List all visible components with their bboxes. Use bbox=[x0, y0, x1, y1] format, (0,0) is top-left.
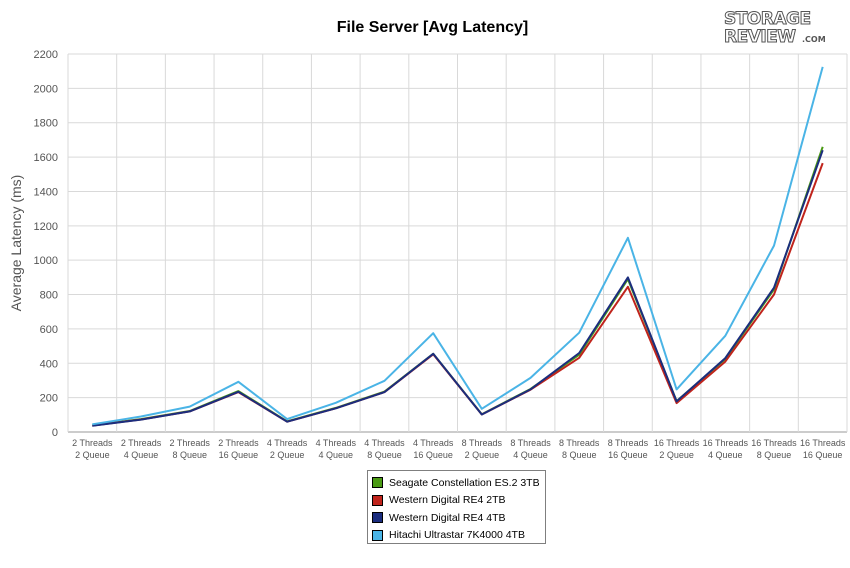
y-tick-label: 200 bbox=[40, 393, 58, 405]
x-tick-label-queue: 4 Queue bbox=[124, 450, 159, 460]
legend-swatch bbox=[372, 494, 383, 506]
legend-swatch bbox=[372, 477, 383, 489]
x-tick-label-queue: 8 Queue bbox=[172, 450, 207, 460]
x-tick-label-threads: 4 Threads bbox=[267, 438, 308, 448]
y-tick-label: 1600 bbox=[34, 152, 58, 164]
x-tick-label-queue: 16 Queue bbox=[413, 450, 453, 460]
legend-label: Western Digital RE4 2TB bbox=[389, 494, 506, 507]
logo-line2: REVIEW bbox=[724, 27, 796, 46]
x-tick-label-threads: 4 Threads bbox=[413, 438, 454, 448]
y-tick-label: 600 bbox=[40, 324, 58, 336]
y-tick-label: 1000 bbox=[34, 255, 58, 267]
x-tick-label-queue: 2 Queue bbox=[75, 450, 110, 460]
y-tick-label: 1800 bbox=[34, 118, 58, 130]
x-tick-label-queue: 8 Queue bbox=[367, 450, 402, 460]
y-tick-label: 800 bbox=[40, 290, 58, 302]
x-tick-label-threads: 8 Threads bbox=[462, 438, 503, 448]
legend-swatch bbox=[372, 512, 383, 524]
x-tick-label-queue: 2 Queue bbox=[659, 450, 694, 460]
x-tick-label-threads: 8 Threads bbox=[559, 438, 600, 448]
x-tick-label-queue: 16 Queue bbox=[803, 450, 843, 460]
legend-label: Western Digital RE4 4TB bbox=[389, 511, 506, 524]
x-tick-label-threads: 16 Threads bbox=[703, 438, 749, 448]
x-tick-label-threads: 2 Threads bbox=[218, 438, 259, 448]
logo-line1: STORAGE bbox=[724, 9, 811, 29]
x-tick-label-queue: 16 Queue bbox=[608, 450, 648, 460]
legend: Seagate Constellation ES.2 3TB Western Di… bbox=[367, 470, 546, 544]
x-tick-label-threads: 2 Threads bbox=[72, 438, 113, 448]
y-tick-label: 400 bbox=[40, 358, 58, 370]
x-tick-label-threads: 16 Threads bbox=[800, 438, 846, 448]
legend-item: Western Digital RE4 2TB bbox=[372, 492, 545, 510]
series-line bbox=[92, 149, 824, 427]
x-tick-label-queue: 4 Queue bbox=[319, 450, 354, 460]
gridlines bbox=[67, 53, 848, 433]
x-tick-label-threads: 4 Threads bbox=[316, 438, 357, 448]
x-tick-label-threads: 16 Threads bbox=[751, 438, 797, 448]
x-tick-label-queue: 4 Queue bbox=[513, 450, 548, 460]
legend-label: Seagate Constellation ES.2 3TB bbox=[389, 476, 540, 489]
x-tick-label-queue: 16 Queue bbox=[219, 450, 259, 460]
y-tick-label: 1200 bbox=[34, 221, 58, 233]
x-tick-label-threads: 8 Threads bbox=[608, 438, 649, 448]
logo-suffix: .COM bbox=[802, 35, 826, 44]
x-tick-label-queue: 2 Queue bbox=[270, 450, 305, 460]
legend-label: Hitachi Ultrastar 7K4000 4TB bbox=[389, 529, 525, 542]
x-tick-label-queue: 2 Queue bbox=[465, 450, 500, 460]
x-tick-label-threads: 4 Threads bbox=[364, 438, 405, 448]
chart-title: File Server [Avg Latency] bbox=[336, 19, 529, 36]
series-line bbox=[92, 66, 824, 426]
y-axis: 0 200 400 600 800 1000 1200 1400 1600 1800 2000 220… bbox=[34, 49, 58, 439]
x-axis: 2 Threads 2 Queue 2 Threads 4 Queue 2 Thread… bbox=[72, 438, 846, 460]
y-tick-label: 1400 bbox=[34, 186, 58, 198]
y-tick-label: 0 bbox=[52, 427, 58, 439]
legend-item: Seagate Constellation ES.2 3TB bbox=[372, 474, 545, 492]
storagereview-logo: STORAGE REVIEW .COM bbox=[724, 9, 826, 47]
series-lines bbox=[92, 66, 824, 427]
y-tick-label: 2000 bbox=[34, 83, 58, 95]
x-tick-label-queue: 4 Queue bbox=[708, 450, 743, 460]
x-tick-label-threads: 2 Threads bbox=[170, 438, 211, 448]
legend-item: Western Digital RE4 4TB bbox=[372, 509, 545, 527]
x-tick-label-queue: 8 Queue bbox=[757, 450, 792, 460]
x-tick-label-threads: 8 Threads bbox=[510, 438, 551, 448]
y-axis-label: Average Latency (ms) bbox=[8, 175, 24, 312]
x-tick-label-threads: 2 Threads bbox=[121, 438, 162, 448]
legend-swatch bbox=[372, 529, 383, 541]
legend-item: Hitachi Ultrastar 7K4000 4TB bbox=[372, 527, 545, 545]
x-tick-label-queue: 8 Queue bbox=[562, 450, 597, 460]
y-tick-label: 2200 bbox=[34, 49, 58, 61]
x-tick-label-threads: 16 Threads bbox=[654, 438, 700, 448]
